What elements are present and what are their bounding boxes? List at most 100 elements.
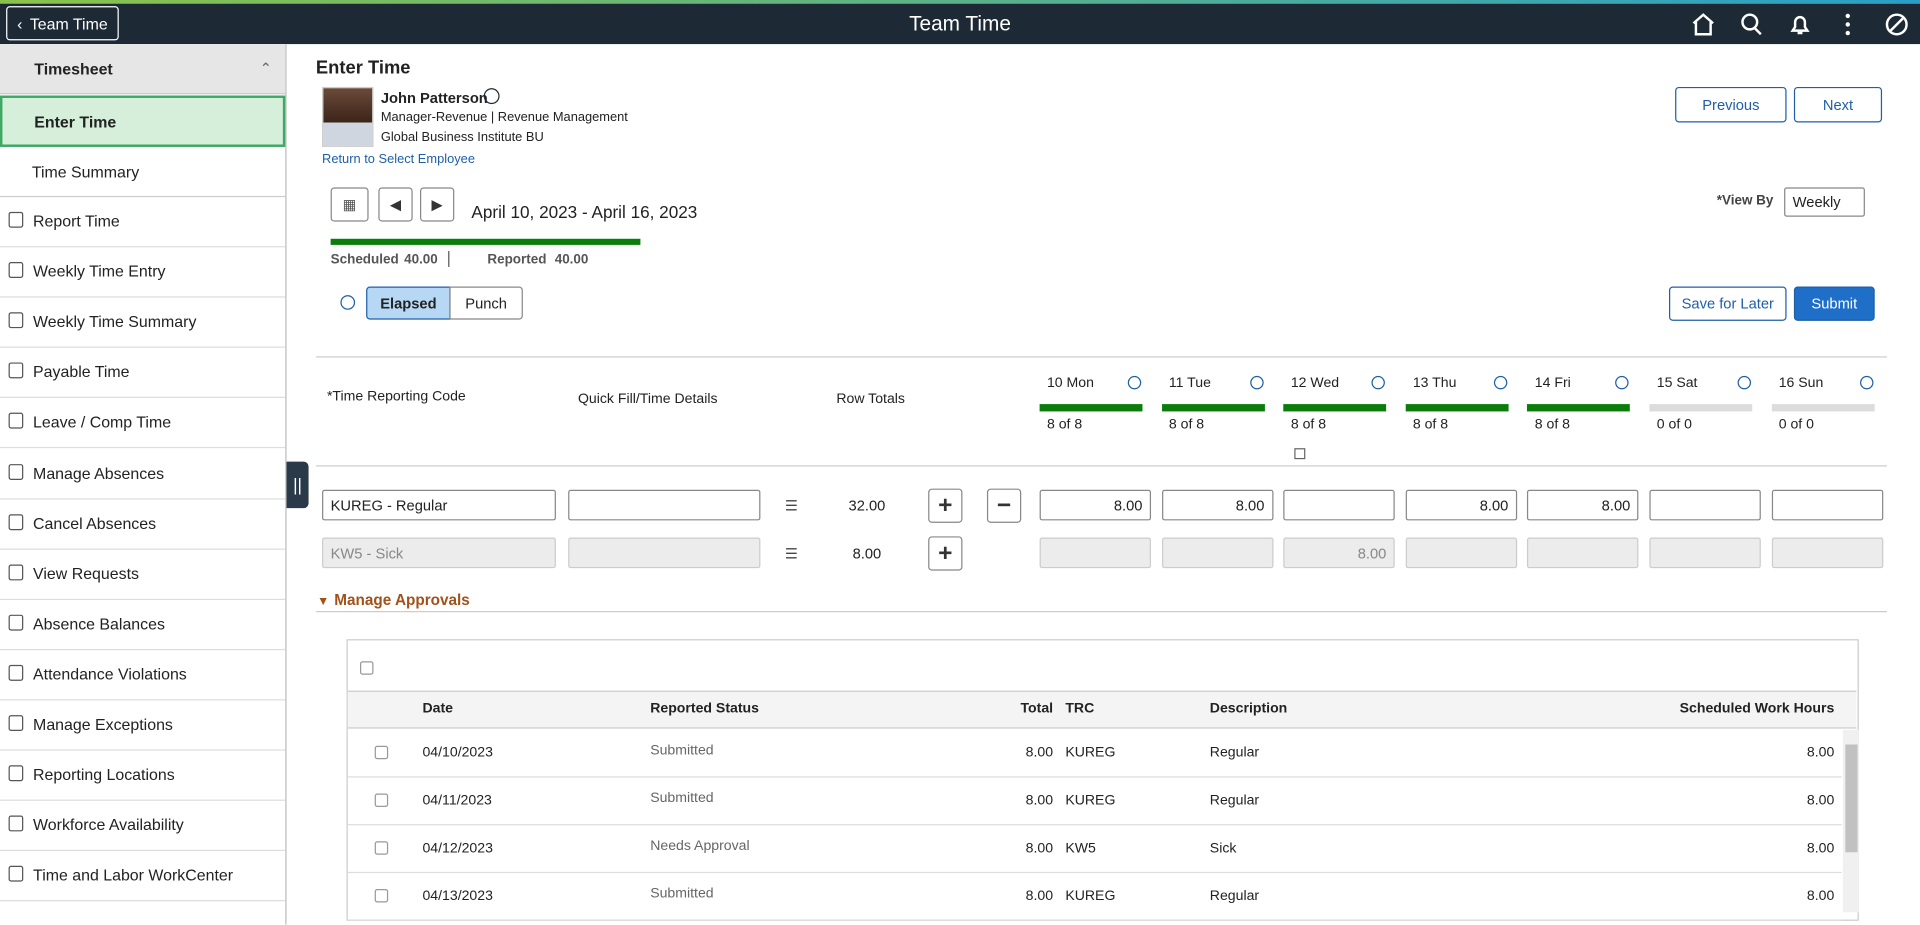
hours-input[interactable] bbox=[1771, 489, 1883, 521]
divider bbox=[0, 699, 286, 701]
divider bbox=[0, 296, 286, 298]
prev-week[interactable]: ◀ bbox=[378, 187, 413, 222]
employee-name: John Patterson bbox=[380, 89, 488, 107]
scroll-thumb[interactable] bbox=[1845, 744, 1858, 853]
next-label: Next bbox=[1822, 96, 1854, 114]
add-row[interactable]: + bbox=[928, 488, 963, 523]
view-by-label: *View By bbox=[1716, 193, 1774, 209]
divider bbox=[0, 850, 286, 852]
nav-item[interactable]: Manage Absences bbox=[33, 463, 165, 482]
column-header: Description bbox=[1209, 701, 1288, 717]
row-checkbox[interactable] bbox=[374, 745, 389, 760]
mode-punch[interactable]: Punch bbox=[449, 286, 523, 320]
nav-item[interactable]: Workforce Availability bbox=[33, 815, 184, 835]
reported-value: 40.00 bbox=[554, 252, 589, 267]
hours-input: 8.00 bbox=[1283, 537, 1395, 569]
day-label: 10 Mon bbox=[1046, 375, 1094, 391]
nav-item[interactable]: Time and Labor WorkCenter bbox=[33, 866, 234, 885]
return-link[interactable]: Return to Select Employee bbox=[322, 151, 475, 167]
previous-button[interactable]: Previous bbox=[1675, 86, 1787, 123]
day-bar bbox=[1527, 404, 1631, 412]
nav-item[interactable]: Cancel Absences bbox=[33, 513, 157, 533]
day-bar bbox=[1161, 404, 1265, 412]
nav-item[interactable]: Report Time bbox=[33, 211, 120, 231]
nav-item[interactable]: Absence Balances bbox=[33, 614, 165, 633]
day-menu[interactable] bbox=[1615, 375, 1630, 390]
divider bbox=[315, 465, 1887, 467]
cell: KW5 bbox=[1065, 841, 1096, 856]
cell: 04/10/2023 bbox=[422, 745, 493, 761]
nav-sub-item[interactable]: Time Summary bbox=[31, 162, 140, 182]
hours-input[interactable]: 8.00 bbox=[1527, 489, 1639, 521]
next-button[interactable]: Next bbox=[1793, 86, 1883, 123]
save-button[interactable]: Save for Later bbox=[1668, 286, 1787, 321]
chevron[interactable]: ⌄ bbox=[259, 58, 272, 76]
approvals-box bbox=[346, 639, 1859, 921]
divider bbox=[0, 497, 286, 499]
submit-button[interactable]: Submit bbox=[1793, 286, 1875, 321]
day-menu[interactable] bbox=[1859, 375, 1873, 390]
divider bbox=[0, 548, 286, 550]
trc-select[interactable]: KUREG - Regular bbox=[322, 489, 556, 521]
day-summary: 8 of 8 bbox=[1290, 417, 1327, 433]
cell: Needs Approval bbox=[650, 838, 750, 854]
nav-item[interactable]: Manage Exceptions bbox=[33, 715, 173, 734]
row-checkbox[interactable] bbox=[374, 888, 389, 903]
quickfill-select[interactable] bbox=[568, 489, 761, 521]
select-all[interactable] bbox=[360, 661, 374, 675]
collapse-arrow[interactable]: ▼ bbox=[317, 595, 330, 609]
cell: 8.00 bbox=[1025, 745, 1054, 761]
row-checkbox[interactable] bbox=[374, 841, 389, 855]
hours-input[interactable]: 8.00 bbox=[1405, 489, 1517, 521]
add-row[interactable]: + bbox=[928, 536, 963, 571]
header-title: Team Time bbox=[909, 12, 1011, 36]
calendar-button[interactable]: ▦ bbox=[330, 187, 369, 222]
cell: Regular bbox=[1209, 888, 1260, 904]
date-range: April 10, 2023 - April 16, 2023 bbox=[471, 202, 698, 222]
day-menu[interactable] bbox=[1737, 375, 1752, 390]
section-title[interactable]: Timesheet bbox=[34, 60, 113, 79]
employee-menu[interactable] bbox=[483, 88, 500, 105]
nav-item[interactable]: View Requests bbox=[33, 564, 139, 583]
back-button[interactable]: ‹ Team Time bbox=[6, 6, 119, 41]
next-week[interactable]: ▶ bbox=[420, 187, 455, 222]
day-bar bbox=[1771, 404, 1875, 412]
divider bbox=[347, 824, 1842, 826]
back-label: Team Time bbox=[29, 14, 108, 33]
cell: Submitted bbox=[650, 743, 714, 758]
cell: 8.00 bbox=[1806, 745, 1835, 761]
nav-item[interactable]: Weekly Time Entry bbox=[33, 262, 166, 281]
approvals-title[interactable]: Manage Approvals bbox=[334, 591, 470, 609]
nav-item[interactable]: Payable Time bbox=[33, 362, 130, 382]
employee-role: Manager-Revenue | Revenue Management bbox=[380, 110, 628, 125]
grid-header: Quick Fill/Time Details bbox=[577, 391, 718, 407]
day-menu[interactable] bbox=[1493, 375, 1508, 390]
hours-input[interactable]: 8.00 bbox=[1161, 489, 1273, 521]
grid-header: Row Totals bbox=[836, 391, 905, 407]
hours-input[interactable] bbox=[1649, 489, 1761, 521]
day-label: 12 Wed bbox=[1290, 375, 1340, 391]
view-by-select[interactable]: Weekly bbox=[1784, 187, 1865, 217]
delete-row[interactable]: − bbox=[986, 488, 1022, 523]
details-icon[interactable]: ☰ bbox=[784, 544, 799, 563]
hours-input[interactable]: 8.00 bbox=[1039, 489, 1152, 521]
row-total: 32.00 bbox=[848, 497, 886, 515]
details-icon[interactable]: ☰ bbox=[784, 497, 799, 515]
nav-item[interactable]: Attendance Violations bbox=[33, 664, 187, 684]
nav-icon bbox=[8, 312, 24, 329]
day-label: 15 Sat bbox=[1656, 375, 1698, 391]
nav-item[interactable]: Reporting Locations bbox=[33, 765, 175, 784]
collapse-handle[interactable]: || bbox=[286, 461, 309, 509]
hours-input[interactable] bbox=[1283, 489, 1395, 521]
nav-item[interactable]: Weekly Time Summary bbox=[33, 312, 197, 331]
day-menu[interactable] bbox=[1371, 375, 1386, 390]
mode-elapsed[interactable]: Elapsed bbox=[366, 286, 451, 320]
nav-item[interactable]: Leave / Comp Time bbox=[33, 413, 172, 432]
divider bbox=[315, 611, 1887, 613]
header-icons[interactable] bbox=[1690, 12, 1910, 36]
nav-sub-item[interactable]: Enter Time bbox=[34, 112, 117, 132]
day-menu[interactable] bbox=[1249, 375, 1264, 390]
day-menu[interactable] bbox=[1127, 375, 1142, 390]
day-summary: 0 of 0 bbox=[1656, 417, 1692, 433]
row-checkbox[interactable] bbox=[374, 793, 389, 807]
